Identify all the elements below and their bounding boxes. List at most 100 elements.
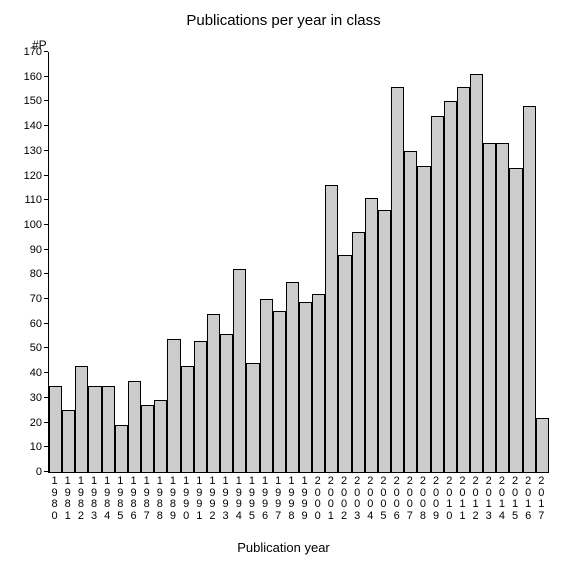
bar	[509, 168, 522, 472]
x-tick-label: 1987	[140, 472, 153, 532]
x-tick-label: 1997	[272, 472, 285, 532]
y-tick-label: 150	[24, 95, 42, 107]
bar	[181, 366, 194, 472]
x-tick-label: 1998	[285, 472, 298, 532]
bar	[62, 410, 75, 472]
bar	[233, 269, 246, 472]
x-tick-label: 1985	[114, 472, 127, 532]
bar	[167, 339, 180, 472]
x-tick-label: 2010	[443, 472, 456, 532]
y-tick-label: 60	[30, 318, 42, 330]
x-tick-label: 1991	[193, 472, 206, 532]
bar	[470, 74, 483, 472]
x-tick-label: 2007	[403, 472, 416, 532]
bar	[352, 232, 365, 472]
y-tick-label: 20	[30, 417, 42, 429]
x-tick-label: 1982	[74, 472, 87, 532]
x-tick-label: 1981	[61, 472, 74, 532]
x-tick-label: 1986	[127, 472, 140, 532]
x-tick-label: 1984	[101, 472, 114, 532]
bar	[273, 311, 286, 472]
y-tick-label: 90	[30, 244, 42, 256]
bar	[141, 405, 154, 472]
bar	[404, 151, 417, 472]
y-tick-label: 10	[30, 441, 42, 453]
y-tick-label: 120	[24, 170, 42, 182]
chart-container: Publications per year in class #P 010203…	[0, 0, 567, 567]
bar	[88, 386, 101, 472]
bar	[496, 143, 509, 472]
x-tick-label: 2013	[482, 472, 495, 532]
bar	[154, 400, 167, 472]
bar	[523, 106, 536, 472]
x-tick-label: 2002	[337, 472, 350, 532]
bar	[299, 302, 312, 472]
x-tick-label: 1994	[232, 472, 245, 532]
y-tick-label: 170	[24, 46, 42, 58]
bars-group	[49, 52, 549, 472]
bar	[115, 425, 128, 472]
y-axis-ticks: 0102030405060708090100110120130140150160…	[0, 52, 48, 472]
bar	[260, 299, 273, 472]
y-tick-label: 160	[24, 71, 42, 83]
bar	[391, 87, 404, 472]
bar	[312, 294, 325, 472]
bar	[536, 418, 549, 472]
x-tick-label: 2008	[416, 472, 429, 532]
plot-area	[48, 52, 549, 473]
bar	[194, 341, 207, 472]
y-tick-label: 80	[30, 268, 42, 280]
x-tick-label: 2012	[469, 472, 482, 532]
bar	[246, 363, 259, 472]
x-tick-label: 1983	[87, 472, 100, 532]
x-tick-label: 1996	[259, 472, 272, 532]
bar	[286, 282, 299, 472]
x-tick-label: 2004	[364, 472, 377, 532]
y-tick-label: 30	[30, 392, 42, 404]
x-tick-label: 2000	[311, 472, 324, 532]
x-tick-label: 2017	[535, 472, 548, 532]
bar	[338, 255, 351, 472]
bar	[431, 116, 444, 472]
bar	[49, 386, 62, 472]
chart-title: Publications per year in class	[0, 12, 567, 29]
x-tick-label: 2001	[324, 472, 337, 532]
x-tick-label: 2009	[430, 472, 443, 532]
x-axis-ticks: 1980198119821983198419851986198719881989…	[48, 472, 548, 532]
x-tick-label: 1990	[180, 472, 193, 532]
bar	[128, 381, 141, 472]
bar	[417, 166, 430, 472]
bar	[378, 210, 391, 472]
x-tick-label: 1980	[48, 472, 61, 532]
x-tick-label: 2016	[522, 472, 535, 532]
x-tick-label: 2003	[351, 472, 364, 532]
y-tick-label: 40	[30, 367, 42, 379]
x-tick-label: 2006	[390, 472, 403, 532]
x-tick-label: 2011	[456, 472, 469, 532]
x-tick-label: 1992	[206, 472, 219, 532]
y-tick-label: 70	[30, 293, 42, 305]
x-tick-label: 2014	[495, 472, 508, 532]
x-tick-label: 2005	[377, 472, 390, 532]
x-tick-label: 1999	[298, 472, 311, 532]
bar	[457, 87, 470, 472]
y-tick-label: 130	[24, 145, 42, 157]
x-tick-label: 1993	[219, 472, 232, 532]
x-tick-label: 2015	[508, 472, 521, 532]
y-tick-label: 50	[30, 342, 42, 354]
bar	[483, 143, 496, 472]
bar	[365, 198, 378, 472]
x-axis-label: Publication year	[0, 540, 567, 555]
y-tick-label: 100	[24, 219, 42, 231]
bar	[325, 185, 338, 472]
bar	[102, 386, 115, 472]
x-tick-label: 1995	[245, 472, 258, 532]
bar	[207, 314, 220, 472]
bar	[220, 334, 233, 472]
bar	[75, 366, 88, 472]
y-tick-label: 140	[24, 120, 42, 132]
y-tick-label: 0	[36, 466, 42, 478]
y-tick-label: 110	[24, 194, 42, 206]
x-tick-label: 1989	[166, 472, 179, 532]
bar	[444, 101, 457, 472]
